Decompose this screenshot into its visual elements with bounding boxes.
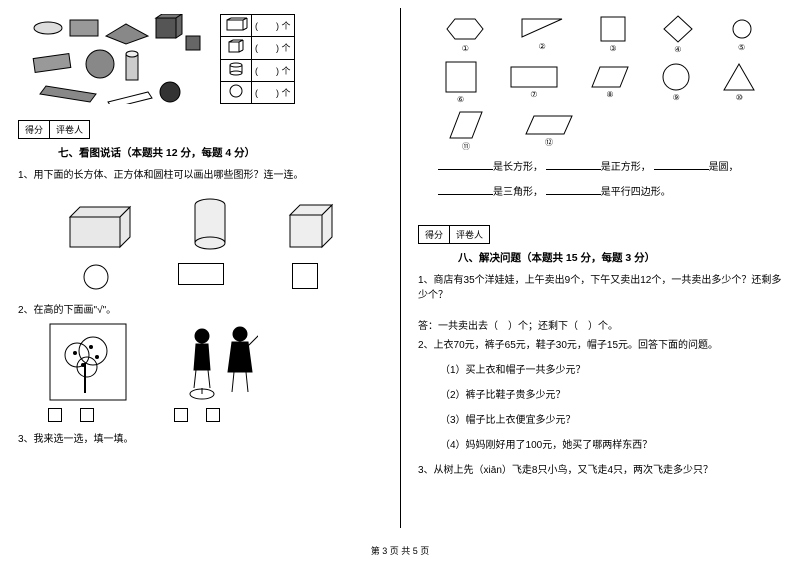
circle-icon [661,62,691,92]
page-footer: 第 3 页 共 5 页 [0,540,800,557]
blank-para[interactable] [546,184,601,195]
q8-1-text: 1、商店有35个洋娃娃，上午卖出9个，下午又卖出12个，一共卖出多少个？还剩多少… [418,271,782,301]
blank-triangle[interactable] [438,184,493,195]
circle-flat [82,263,110,291]
q7-2-text: 2、在高的下面画"√"。 [18,301,382,316]
q7-2-images [48,322,382,402]
parallelogram-icon [590,65,630,89]
solids-count-table: ( ) 个 ( ) 个 ( ) 个 ( ) 个 [220,14,295,104]
square-flat [292,263,318,289]
count-icon-4 [221,81,252,103]
count-blank-3: ( ) 个 [252,59,295,81]
q7-1-solids [38,191,362,251]
big-square-icon [444,60,478,94]
q7-2-tickboxes [48,408,382,422]
parallelogram3-icon [524,114,574,136]
grader-label: 评卷人 [50,121,89,138]
score-box-7: 得分 评卷人 [18,120,90,139]
right-column: ① ② ③ ④ ⑤ ⑥ ⑦ ⑧ ⑨ ⑩ ⑪ ⑫ 是长方形， 是正方形， 是圆， [400,0,800,540]
score-label-8: 得分 [419,226,450,243]
tree-image [48,322,128,402]
q8-1-answer: 答：一共卖出去（ ）个；还剩下（ ）个。 [418,317,782,332]
square-icon [599,15,627,43]
solids-illustration [30,14,220,104]
solids-count-figure: ( ) 个 ( ) 个 ( ) 个 ( ) 个 [30,14,382,104]
circle-small-icon [729,16,755,42]
q8-2-4: （4）妈妈刚好用了100元，她买了哪两样东西？ [440,436,782,451]
tickbox-4[interactable] [206,408,220,422]
q8-2-1: （1）买上衣和帽子一共多少元？ [440,361,782,376]
q8-2-3: （3）帽子比上衣便宜多少元？ [440,411,782,426]
count-icon-3 [221,59,252,81]
q7-1-text: 1、用下面的长方体、正方体和圆柱可以画出哪些图形？连一连。 [18,166,382,181]
rectangle-flat [178,263,224,285]
q7-1-flats [48,263,352,291]
tickbox-3[interactable] [174,408,188,422]
q8-3-text: 3、从树上先（xiān）飞走8只小鸟，又飞走4只，两次飞走多少只？ [418,461,782,476]
rectangle-icon [509,65,559,89]
score-label: 得分 [19,121,50,138]
section-8-title: 八、解决问题（本题共 15 分，每题 3 分） [458,250,782,265]
cylinder-icon [191,197,229,251]
blank-square[interactable] [546,159,601,170]
triangle-icon [722,62,756,92]
flag-triangle-icon [520,17,564,41]
q8-2-2: （2）裤子比鞋子贵多少元？ [440,386,782,401]
left-column: ( ) 个 ( ) 个 ( ) 个 ( ) 个 得分 评卷人 七、看图说话（本题… [0,0,400,540]
count-blank-1: ( ) 个 [252,15,295,37]
tickbox-1[interactable] [48,408,62,422]
fill-line-2: 是三角形， 是平行四边形。 [438,183,782,202]
column-divider [400,8,401,528]
cube-icon [284,201,334,251]
cuboid-icon [66,201,136,251]
parallelogram2-icon [448,110,484,140]
grader-label-8: 评卷人 [450,226,489,243]
q8-2-text: 2、上衣70元，裤子65元，鞋子30元，帽子15元。回答下面的问题。 [418,336,782,351]
count-blank-4: ( ) 个 [252,81,295,103]
count-icon-2 [221,37,252,59]
blank-circle[interactable] [654,159,709,170]
tickbox-2[interactable] [80,408,94,422]
fill-line-1: 是长方形， 是正方形， 是圆， [438,158,782,177]
count-icon-1 [221,15,252,37]
diamond-icon [662,14,694,44]
section-7-title: 七、看图说话（本题共 12 分，每题 4 分） [58,145,382,160]
shape-catalog: ① ② ③ ④ ⑤ ⑥ ⑦ ⑧ ⑨ ⑩ ⑪ ⑫ [428,14,772,152]
blank-rect[interactable] [438,159,493,170]
hexagon-icon [445,15,485,43]
score-box-8: 得分 评卷人 [418,225,490,244]
children-image [178,322,258,402]
q7-3-text: 3、我来选一选，填一填。 [18,430,382,445]
count-blank-2: ( ) 个 [252,37,295,59]
